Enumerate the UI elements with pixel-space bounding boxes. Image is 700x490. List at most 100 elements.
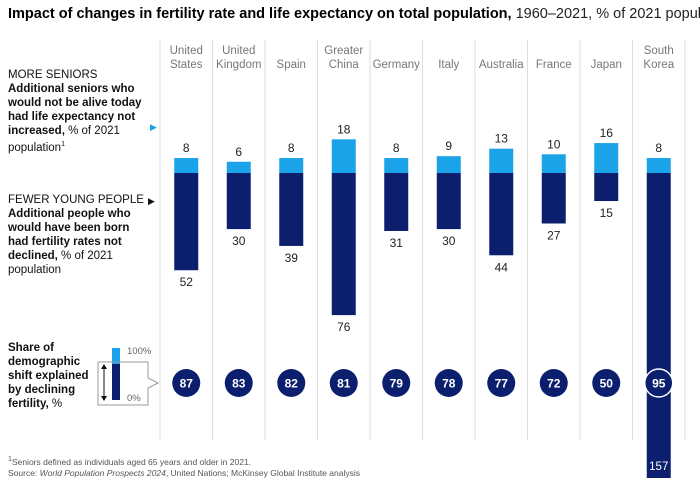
young-label: FEWER YOUNG PEOPLE Additional people who… — [8, 193, 155, 277]
title-bold: Impact of changes in fertility rate and … — [8, 6, 512, 22]
share-circle — [487, 369, 516, 397]
young-bar — [331, 173, 356, 316]
share-circle — [592, 369, 621, 397]
seniors-bar — [646, 158, 671, 173]
category-label: Japan — [591, 59, 622, 71]
share-label: Share of demographic shift explained by … — [8, 341, 104, 411]
seniors-bar — [594, 143, 619, 173]
category-label: South — [644, 45, 674, 57]
legend-young-swatch — [112, 364, 120, 400]
category-label: Australia — [479, 59, 524, 71]
category-label: States — [170, 59, 203, 71]
seniors-value-label: 18 — [337, 122, 351, 136]
category-label: Korea — [643, 59, 674, 71]
young-bar — [226, 173, 251, 230]
category-label: Germany — [373, 59, 421, 71]
share-value-label: 77 — [495, 377, 509, 391]
seniors-bar — [384, 158, 409, 173]
seniors-bar — [489, 148, 514, 173]
chart-title: Impact of changes in fertility rate and … — [8, 6, 700, 22]
share-value-label: 72 — [547, 377, 561, 391]
legend-bottom-label: 0% — [127, 393, 141, 404]
seniors-bar — [541, 154, 566, 173]
seniors-label: MORE SENIORS Additional seniors who woul… — [8, 68, 157, 155]
young-bar — [489, 173, 514, 256]
seniors-value-label: 13 — [495, 132, 509, 146]
young-value-label: 44 — [495, 260, 509, 274]
footnote: 1Seniors defined as individuals aged 65 … — [8, 454, 360, 479]
young-value-label: 76 — [337, 320, 351, 334]
young-value-label: 27 — [547, 228, 561, 242]
seniors-rest: % of 2021 population — [8, 125, 120, 154]
seniors-bold: Additional seniors who would not be aliv… — [8, 83, 142, 137]
share-circle — [277, 369, 306, 397]
young-caps: FEWER YOUNG PEOPLE — [8, 194, 144, 206]
seniors-arrow-icon: ▶ — [150, 122, 157, 132]
seniors-value-label: 9 — [445, 139, 452, 153]
share-value-label: 87 — [180, 377, 194, 391]
share-circle — [224, 369, 253, 397]
share-circle — [434, 369, 463, 397]
young-bold: Additional people who would have been bo… — [8, 208, 131, 262]
source-italic: World Population Prospects 2024 — [39, 467, 166, 478]
footnote-source: Source: World Population Prospects 2024,… — [8, 468, 360, 479]
source-rest: , United Nations; McKinsey Global Instit… — [165, 467, 360, 478]
category-label: United — [170, 45, 203, 57]
share-value-label: 82 — [285, 377, 299, 391]
seniors-bar — [226, 161, 251, 173]
legend-seniors-swatch — [112, 348, 120, 364]
young-value-label: 15 — [600, 206, 614, 220]
young-value-label: 30 — [232, 234, 246, 248]
legend-top-label: 100% — [127, 346, 152, 357]
seniors-value-label: 8 — [183, 141, 190, 155]
seniors-bar — [279, 158, 304, 173]
young-value-label: 52 — [180, 275, 194, 289]
seniors-value-label: 16 — [600, 126, 614, 140]
seniors-bar — [436, 156, 461, 173]
share-value-label: 83 — [232, 377, 246, 391]
young-value-label: 30 — [442, 234, 456, 248]
category-label: China — [329, 59, 360, 71]
young-bar — [384, 173, 409, 231]
seniors-value-label: 8 — [393, 141, 400, 155]
seniors-bar — [331, 139, 356, 173]
share-circle — [539, 369, 568, 397]
category-label: Greater — [324, 45, 363, 57]
footnote-note-text: Seniors defined as individuals aged 65 y… — [11, 456, 252, 467]
share-circle — [329, 369, 358, 397]
seniors-value-label: 8 — [288, 141, 295, 155]
seniors-value-label: 8 — [655, 141, 662, 155]
category-label: United — [222, 45, 255, 57]
footnote-note: 1Seniors defined as individuals aged 65 … — [8, 454, 360, 468]
share-bold: Share of demographic shift explained by … — [8, 342, 89, 410]
share-circle — [172, 369, 201, 397]
seniors-value-label: 6 — [235, 145, 242, 159]
category-label: Kingdom — [216, 59, 261, 71]
seniors-value-label: 10 — [547, 137, 561, 151]
category-label: Italy — [438, 59, 459, 71]
young-value-label: 31 — [390, 236, 404, 250]
young-rest: % of 2021 population — [8, 250, 113, 276]
share-circle — [382, 369, 411, 397]
share-value-label: 79 — [390, 377, 404, 391]
young-bar — [436, 173, 461, 230]
category-label: France — [536, 59, 572, 71]
share-value-label: 95 — [652, 377, 666, 391]
seniors-caps: MORE SENIORS — [8, 69, 98, 81]
share-value-label: 81 — [337, 377, 351, 391]
share-value-label: 78 — [442, 377, 456, 391]
young-bar — [279, 173, 304, 246]
young-bar — [594, 173, 619, 202]
category-label: Spain — [277, 59, 306, 71]
young-value-label: 157 — [649, 461, 668, 473]
young-bar — [541, 173, 566, 224]
young-arrow-icon: ▶ — [148, 196, 155, 206]
seniors-sup: 1 — [61, 141, 65, 148]
young-bar — [174, 173, 199, 271]
title-rest: 1960–2021, % of 2021 population — [515, 6, 700, 22]
legend-arrow-up-icon — [101, 364, 107, 369]
young-bar — [646, 173, 671, 478]
share-rest: % — [48, 398, 63, 410]
young-value-label: 39 — [285, 251, 299, 265]
